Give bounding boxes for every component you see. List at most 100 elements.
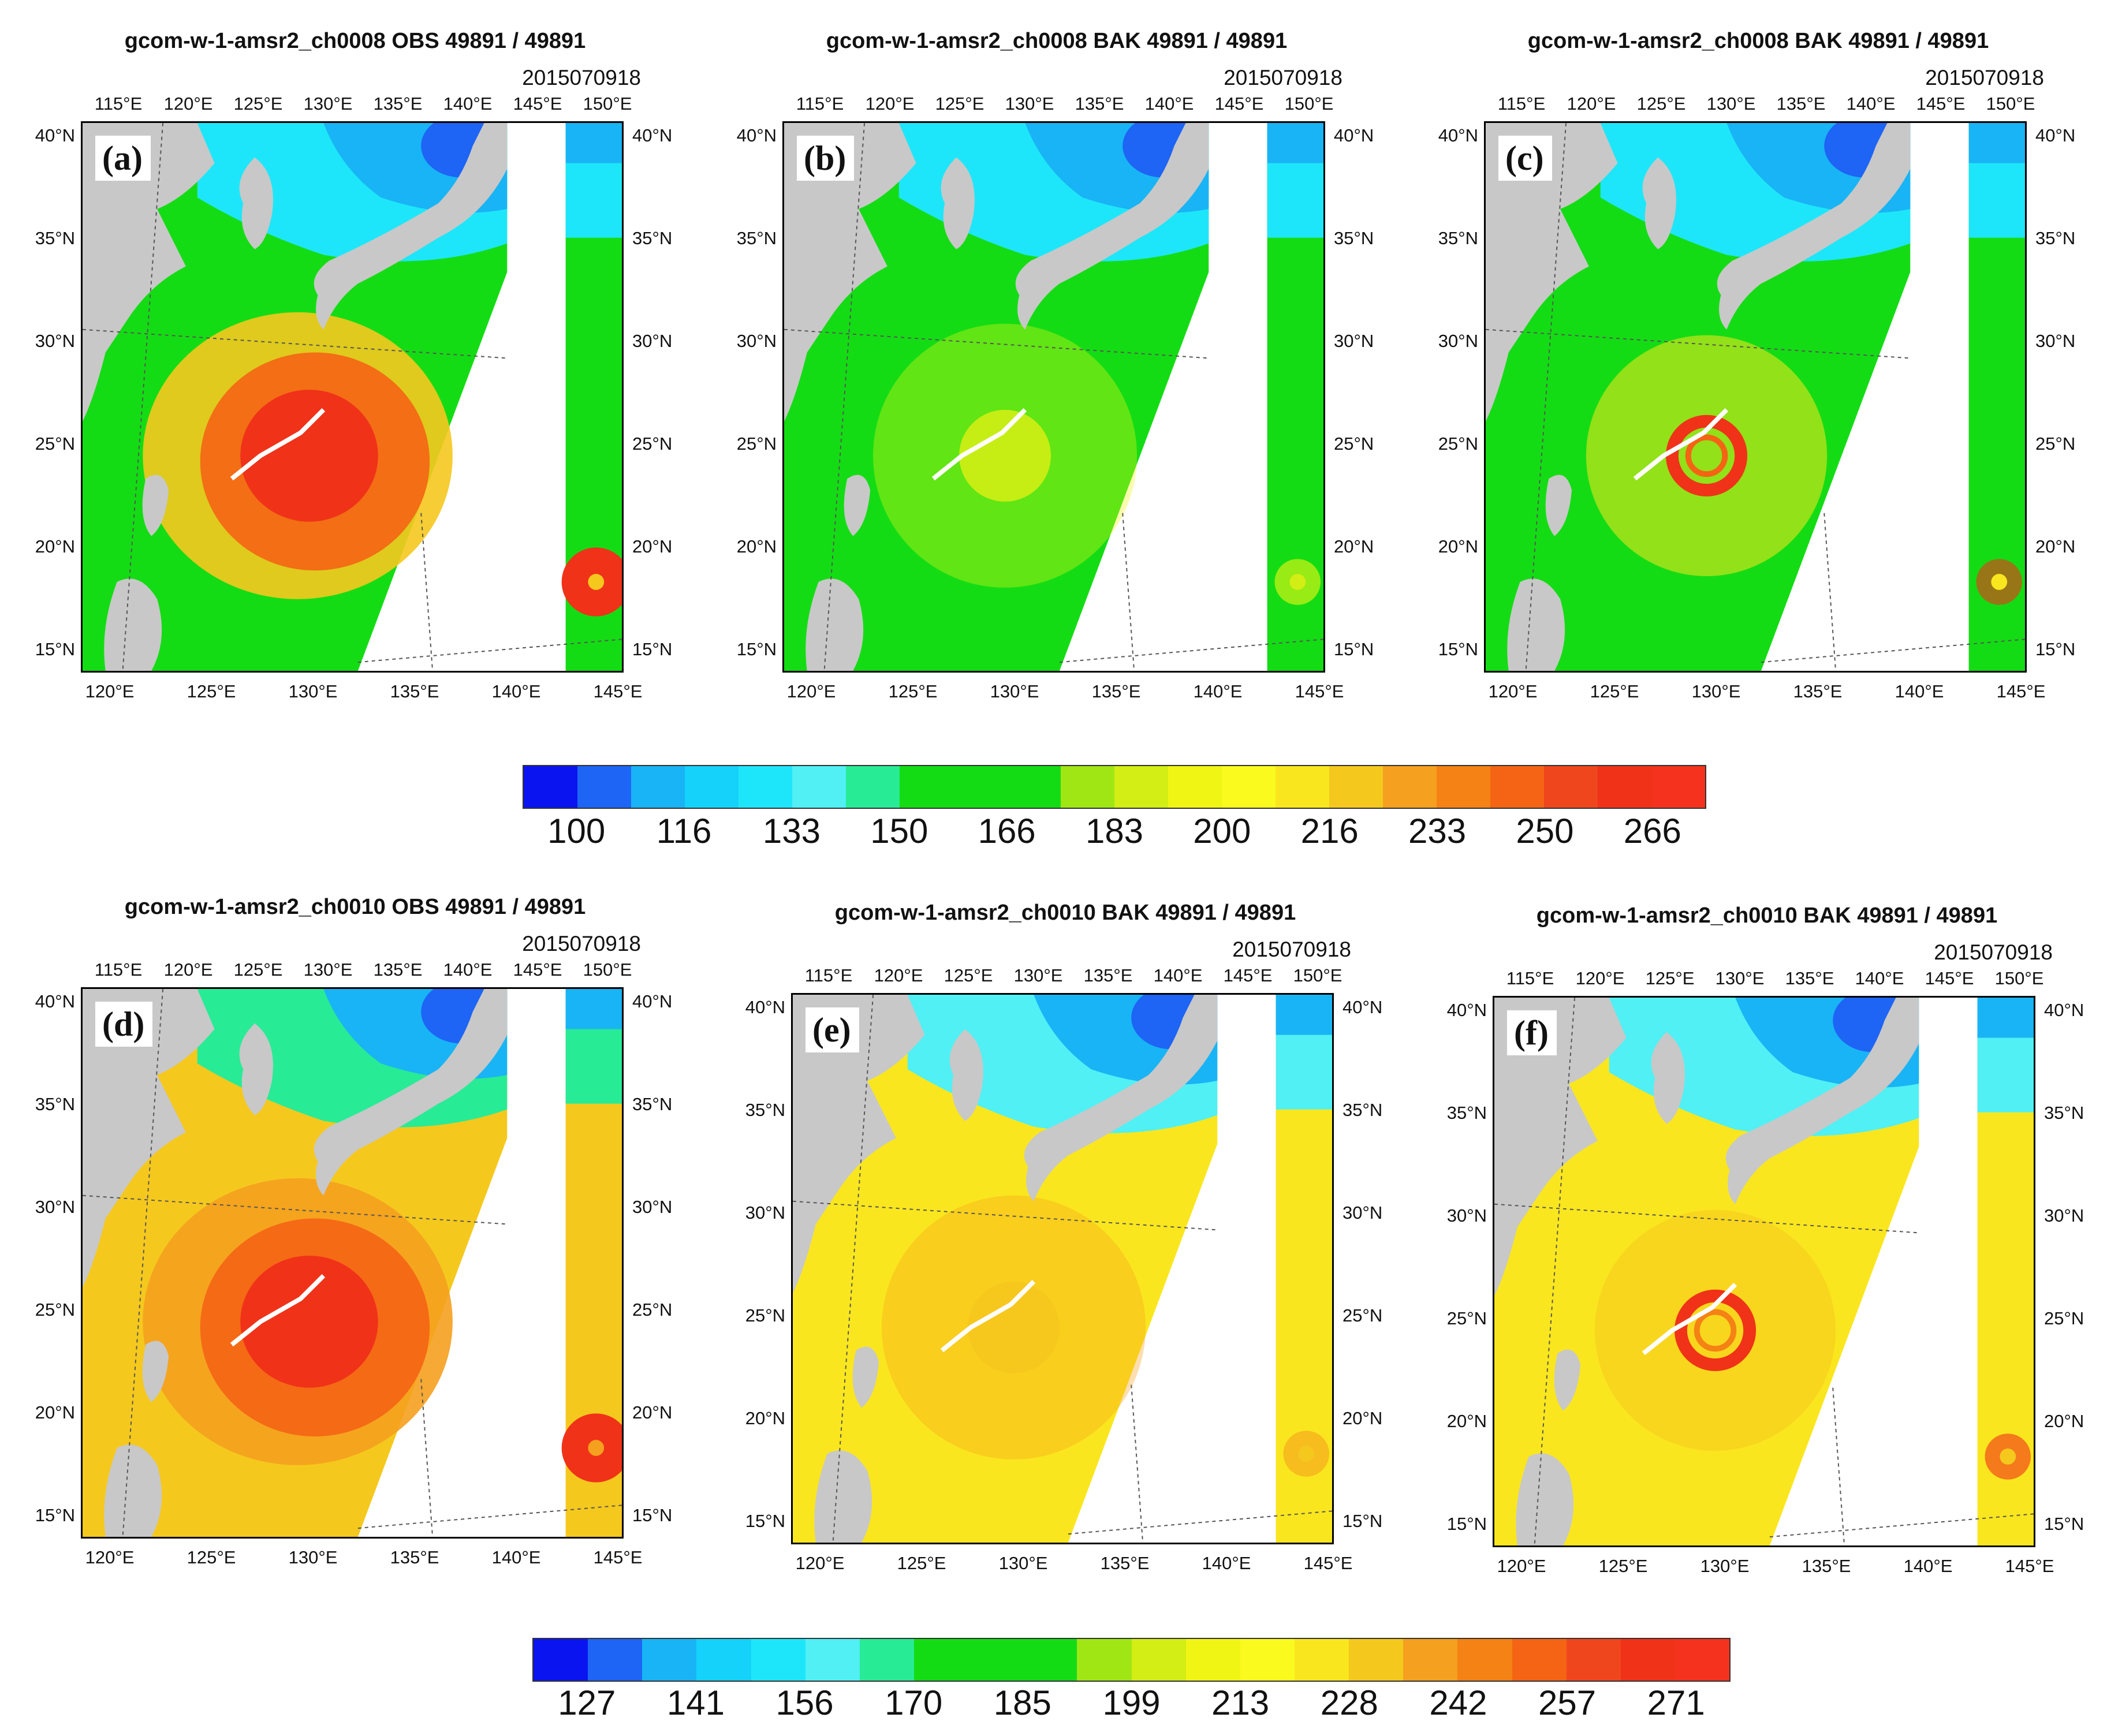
colorbar-tick-label: 170 (885, 1683, 943, 1722)
right-lat-tick: 20°N (1334, 536, 1374, 557)
colorbar-tick-label: 150 (870, 812, 928, 850)
top-lon-tick: 140°E (443, 960, 493, 980)
top-lon-tick: 125°E (943, 965, 993, 985)
top-lon-tick: 145°E (1925, 968, 1974, 988)
land-taiwan (142, 475, 169, 536)
colorbar-segment (1114, 766, 1168, 808)
colorbar-segment (1490, 766, 1544, 808)
colorbar-ch0010-ticks: 127 141 156 170 185 199 213 228 242 257 271 (532, 1683, 1731, 1722)
colorbar-segment (1294, 1639, 1349, 1681)
typhoon-core (959, 409, 1051, 502)
map-panel-c: gcom-w-1-amsr2_ch0008 BAK 49891 / 49891 … (1403, 29, 2096, 722)
top-lon-tick: 150°E (583, 94, 632, 114)
right-lat-tick: 40°N (1342, 997, 1383, 1017)
right-lat-tick: 35°N (632, 1094, 673, 1114)
colorbar-segment (685, 766, 739, 808)
land-korea (1651, 1032, 1685, 1124)
right-lat-tick: 25°N (632, 434, 673, 454)
colorbar-tick-label: 141 (666, 1683, 725, 1722)
land-philippines (104, 1444, 162, 1537)
bottom-lon-tick: 140°E (491, 1547, 541, 1567)
map-canvas (83, 123, 622, 671)
map-canvas (1486, 123, 2025, 671)
left-lat-tick: 20°N (35, 1402, 75, 1423)
panel-date: 2015070918 (1224, 66, 1342, 89)
top-lon-axis: 115°E 120°E 125°E 130°E 135°E 140°E 145°E 150°E (710, 965, 1342, 988)
right-lat-tick: 30°N (1334, 331, 1374, 351)
right-lat-tick: 25°N (1334, 434, 1374, 454)
right-lat-tick: 30°N (1342, 1203, 1383, 1223)
colorbar-segment (792, 766, 846, 808)
right-lat-tick: 20°N (2044, 1411, 2084, 1431)
bottom-lon-tick: 135°E (1100, 1553, 1150, 1573)
panel-label: (c) (1498, 136, 1552, 181)
top-lon-tick: 120°E (865, 94, 915, 114)
grid-line-15n (357, 1504, 622, 1529)
grid-line-120e (122, 989, 164, 1537)
grid-line-120e (122, 123, 164, 671)
map-area: (f) (1493, 996, 2035, 1547)
land-taiwan (1554, 1349, 1581, 1411)
colorbar-segment (1222, 766, 1276, 808)
right-lat-tick: 25°N (2035, 434, 2076, 454)
land-taiwan (852, 1346, 879, 1408)
top-lon-tick: 115°E (804, 965, 853, 985)
land-japan (1015, 123, 1209, 330)
grid-line-15n (1059, 639, 1323, 663)
map-canvas (1494, 998, 2034, 1545)
grid-line-30n (784, 328, 1209, 359)
colorbar-segment (805, 1639, 860, 1681)
bottom-lon-tick: 120°E (85, 1547, 135, 1567)
colorbar-segment (588, 1639, 643, 1681)
panel-label: (d) (95, 1002, 153, 1047)
top-lon-tick: 145°E (1223, 965, 1273, 985)
colorbar-segment (1061, 766, 1114, 808)
land-korea (949, 1029, 983, 1121)
typhoon-eyewall (1665, 415, 1748, 496)
top-lon-tick: 130°E (303, 94, 353, 114)
land-china (793, 995, 925, 1293)
left-lat-tick: 35°N (736, 228, 777, 248)
bottom-lon-axis: 120°E 125°E 130°E 135°E 140°E 145°E (710, 1553, 1353, 1576)
grid-line-30n (1494, 1203, 1919, 1234)
colorbar-segment (631, 766, 685, 808)
panel-title: gcom-w-1-amsr2_ch0008 BAK 49891 / 49891 (826, 29, 1288, 53)
colorbar-segment (1620, 1639, 1675, 1681)
right-lat-tick: 35°N (1334, 228, 1374, 248)
left-lat-axis: 40°N 35°N 30°N 25°N 20°N 15°N (1415, 121, 1478, 673)
left-lat-tick: 40°N (745, 997, 785, 1017)
top-lon-tick: 130°E (1005, 94, 1054, 114)
colorbar-segment (1675, 1639, 1730, 1681)
right-lat-tick: 35°N (2035, 228, 2076, 248)
top-lon-tick: 150°E (1986, 94, 2035, 114)
map-panel-a: gcom-w-1-amsr2_ch0008 OBS 49891 / 49891 … (0, 29, 693, 722)
right-lat-tick: 25°N (2044, 1308, 2084, 1328)
land-taiwan (1545, 475, 1572, 536)
swath-east-north-cold (565, 989, 622, 1029)
colorbar-tick-label: 242 (1429, 1683, 1487, 1722)
colorbar-segment (1566, 1639, 1621, 1681)
land-philippines (814, 1450, 872, 1543)
bottom-lon-tick: 140°E (1894, 681, 1944, 701)
top-lon-tick: 120°E (163, 94, 213, 114)
land-japan (1725, 998, 1919, 1204)
top-lon-tick: 125°E (935, 94, 984, 114)
left-lat-tick: 20°N (1446, 1411, 1487, 1431)
right-lat-axis: 40°N 35°N 30°N 25°N 20°N 15°N (632, 987, 696, 1539)
land-philippines (104, 578, 162, 671)
left-lat-axis: 40°N 35°N 30°N 25°N 20°N 15°N (12, 987, 75, 1539)
colorbar-segment (1168, 766, 1222, 808)
left-lat-tick: 40°N (1438, 125, 1478, 145)
land-korea (239, 1023, 273, 1115)
left-lat-tick: 30°N (1438, 331, 1478, 351)
bottom-lon-tick: 135°E (390, 681, 439, 701)
right-lat-tick: 25°N (1342, 1305, 1383, 1326)
grid-line-135e (420, 1379, 434, 1537)
grid-line-120e (823, 123, 866, 671)
left-lat-tick: 20°N (736, 536, 777, 557)
top-lon-tick: 130°E (1013, 965, 1063, 985)
bottom-lon-axis: 120°E 125°E 130°E 135°E 140°E 145°E (0, 1547, 643, 1570)
bottom-lon-tick: 145°E (593, 1547, 643, 1567)
grid-line-135e (1131, 1384, 1144, 1543)
land-china (1494, 998, 1627, 1296)
